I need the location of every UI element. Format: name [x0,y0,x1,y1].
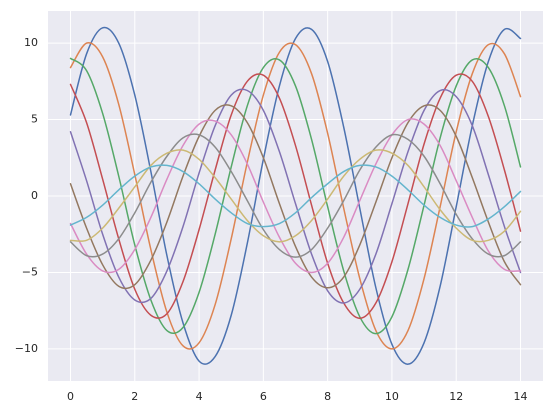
line [69,88,522,304]
line [69,26,522,365]
x-tick-label: 8 [324,390,331,403]
y-tick-label: 10 [24,36,38,49]
y-tick-label: −10 [15,342,38,355]
line [69,104,522,290]
line [69,149,522,243]
x-tick-label: 0 [67,390,74,403]
y-tick-label: −5 [22,265,38,278]
line [69,164,522,228]
x-tick-label: 2 [131,390,138,403]
x-tick-label: 14 [514,390,528,403]
x-tick-label: 4 [196,390,203,403]
line [69,57,522,335]
line [69,118,522,274]
line [69,133,522,258]
x-tick-label: 6 [260,390,267,403]
y-tick-label: 5 [31,113,38,126]
x-tick-label: 10 [385,390,399,403]
y-tick-label: 0 [31,189,38,202]
x-tick-label: 12 [449,390,463,403]
